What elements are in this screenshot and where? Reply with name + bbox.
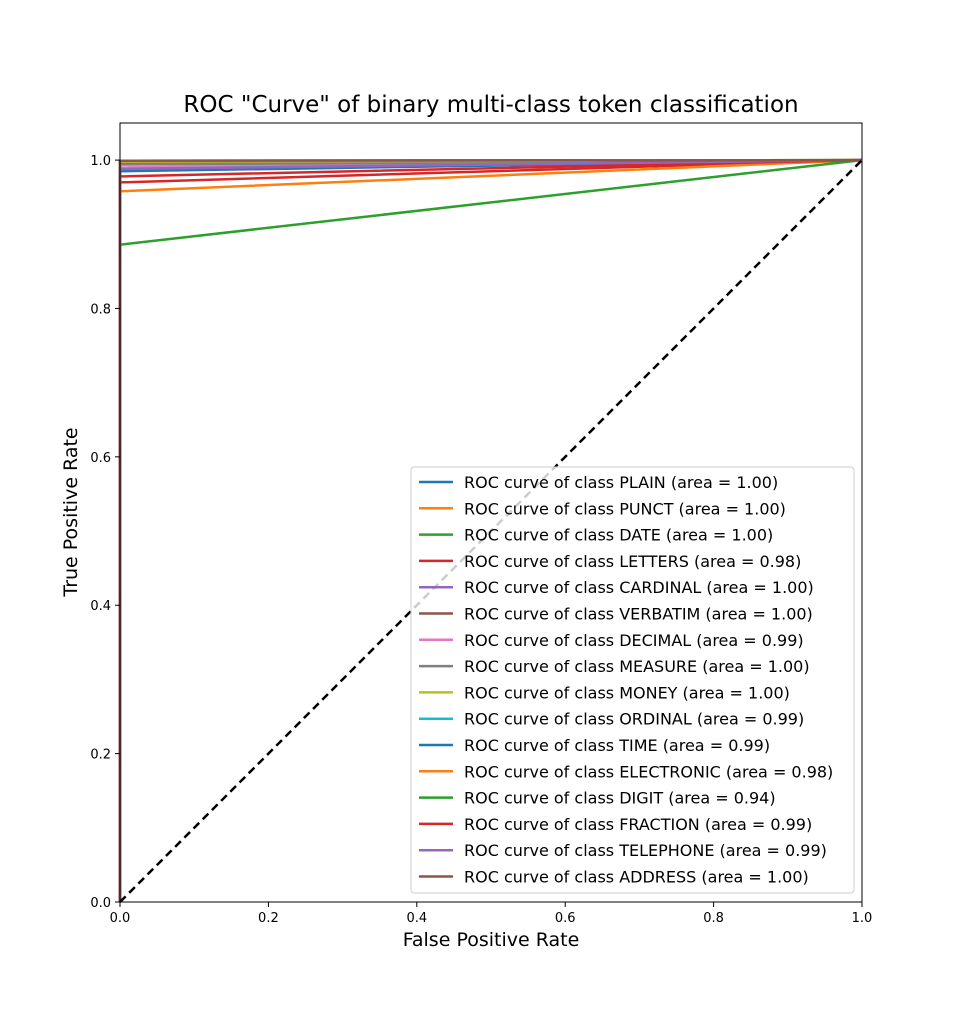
legend-label-4: ROC curve of class CARDINAL (area = 1.00… xyxy=(464,578,814,597)
y-tick-label: 0.2 xyxy=(90,748,111,763)
legend-label-15: ROC curve of class ADDRESS (area = 1.00) xyxy=(464,868,809,887)
x-tick-label: 0.6 xyxy=(555,911,576,926)
y-axis-ticks: 0.0 0.2 0.4 0.6 0.8 1.0 xyxy=(90,154,120,911)
legend-label-11: ROC curve of class ELECTRONIC (area = 0.… xyxy=(464,762,833,781)
legend-label-10: ROC curve of class TIME (area = 0.99) xyxy=(464,736,770,755)
legend-label-9: ROC curve of class ORDINAL (area = 0.99) xyxy=(464,710,804,729)
y-tick-label: 0.4 xyxy=(90,599,111,614)
plot-frame xyxy=(119,122,863,903)
x-tick-label: 0.0 xyxy=(110,911,131,926)
y-tick-label: 0.8 xyxy=(90,302,111,317)
x-tick-label: 0.4 xyxy=(406,911,427,926)
y-tick-label: 0.6 xyxy=(90,451,111,466)
legend-label-3: ROC curve of class LETTERS (area = 0.98) xyxy=(464,552,801,571)
x-tick-label: 0.8 xyxy=(703,911,724,926)
legend-label-12: ROC curve of class DIGIT (area = 0.94) xyxy=(464,789,776,808)
legend-label-6: ROC curve of class DECIMAL (area = 0.99) xyxy=(464,631,804,650)
legend-label-13: ROC curve of class FRACTION (area = 0.99… xyxy=(464,815,812,834)
legend: ROC curve of class PLAIN (area = 1.00) RO… xyxy=(410,466,855,894)
x-axis-label: False Positive Rate xyxy=(403,929,580,951)
y-tick-label: 0.0 xyxy=(90,896,111,911)
y-tick-label: 1.0 xyxy=(90,154,111,169)
legend-label-7: ROC curve of class MEASURE (area = 1.00) xyxy=(464,657,810,676)
x-tick-label: 1.0 xyxy=(852,911,873,926)
chart-title: ROC "Curve" of binary multi-class token … xyxy=(183,92,798,118)
legend-box xyxy=(410,466,855,894)
legend-items: ROC curve of class PLAIN (area = 1.00) RO… xyxy=(419,473,833,887)
legend-label-5: ROC curve of class VERBATIM (area = 1.00… xyxy=(464,605,813,624)
legend-label-2: ROC curve of class DATE (area = 1.00) xyxy=(464,526,773,545)
legend-label-1: ROC curve of class PUNCT (area = 1.00) xyxy=(464,499,786,518)
y-axis-label: True Positive Rate xyxy=(60,427,82,597)
x-axis-ticks: 0.0 0.2 0.4 0.6 0.8 1.0 xyxy=(110,902,873,926)
legend-label-0: ROC curve of class PLAIN (area = 1.00) xyxy=(464,473,778,492)
legend-label-8: ROC curve of class MONEY (area = 1.00) xyxy=(464,683,790,702)
legend-label-14: ROC curve of class TELEPHONE (area = 0.9… xyxy=(464,841,827,860)
x-tick-label: 0.2 xyxy=(258,911,279,926)
